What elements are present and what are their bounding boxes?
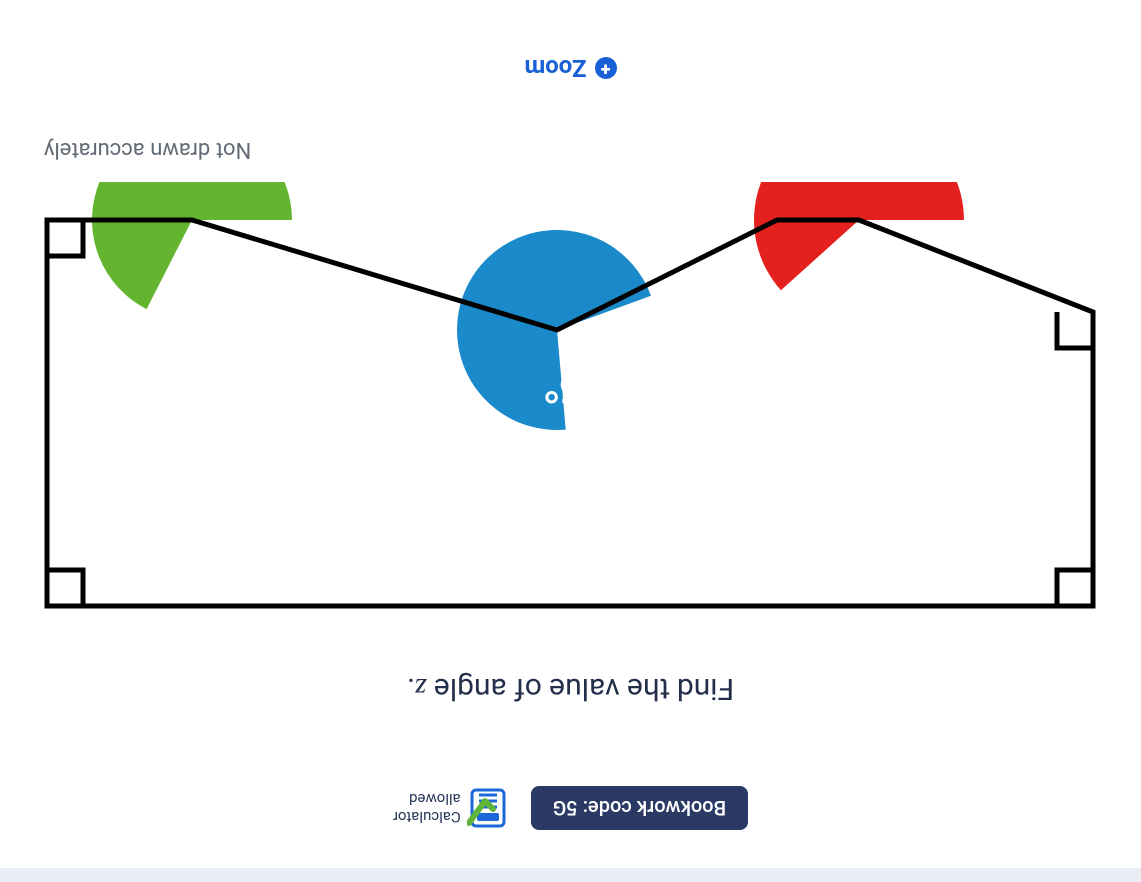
angle-z — [92, 182, 292, 309]
right-angle-marker-1 — [47, 570, 83, 606]
header: Bookwork code: 5G Calculator allowed — [0, 786, 1141, 830]
disclaimer-text: Not drawn accurately — [44, 137, 251, 162]
question-prefix: Find the value of angle — [426, 671, 734, 706]
diagram-svg: 138° 105° z — [43, 182, 1097, 610]
question-text: Find the value of angle z. — [0, 671, 1141, 706]
diagram: 138° 105° z — [43, 182, 1097, 610]
bookwork-badge: Bookwork code: 5G — [531, 786, 748, 830]
page-stage: Bookwork code: 5G Calculator allowed Fin… — [0, 0, 1141, 882]
right-angle-marker-0 — [1057, 570, 1093, 606]
zoom-button[interactable]: + Zoom — [0, 54, 1141, 82]
zoom-label: Zoom — [524, 54, 586, 82]
right-angle-marker-3 — [1057, 312, 1093, 348]
right-angle-marker-2 — [47, 220, 83, 256]
zoom-plus-icon: + — [595, 57, 617, 79]
calculator-allowed-text: Calculator allowed — [393, 790, 461, 826]
topbar-strip — [0, 868, 1141, 882]
calc-line1: Calculator — [393, 808, 461, 826]
angle-z-label: z — [194, 264, 217, 313]
question-suffix: . — [407, 671, 415, 706]
angle-138-label: 138° — [818, 272, 901, 316]
angle-105-label: 105° — [544, 366, 627, 410]
calc-line2: allowed — [393, 790, 461, 808]
calculator-icon — [467, 787, 509, 829]
question-variable: z — [415, 672, 427, 705]
calculator-allowed: Calculator allowed — [393, 787, 509, 829]
